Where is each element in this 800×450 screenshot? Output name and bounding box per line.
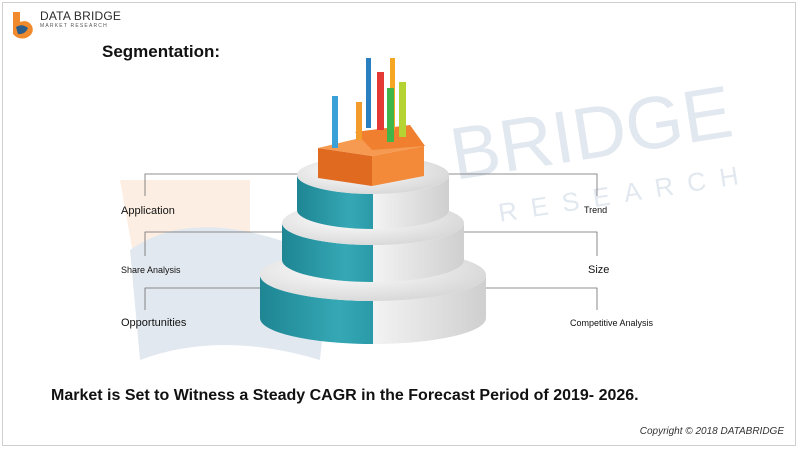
segment-label-trend: Trend: [584, 205, 608, 215]
page-title: Segmentation:: [102, 42, 221, 61]
segment-label-application: Application: [121, 205, 175, 217]
segment-label-share-analysis: Share Analysis: [121, 265, 181, 275]
data-bridge-logo-icon: [13, 12, 33, 39]
segment-label-opportunities: Opportunities: [121, 317, 187, 329]
segment-label-competitive-analysis: Competitive Analysis: [570, 318, 654, 328]
connector-application: [144, 173, 300, 196]
copyright: Copyright © 2018 DATABRIDGE: [639, 426, 784, 437]
logo-name: DATA BRIDGE: [40, 9, 122, 23]
slide-border: [2, 2, 796, 446]
bar-chart-block-icon: [318, 58, 425, 186]
connector-lines: [144, 173, 598, 310]
headline: Market is Set to Witness a Steady CAGR i…: [51, 387, 639, 404]
connector-size: [460, 231, 598, 256]
watermark-mark: [120, 180, 250, 350]
connector-competitive: [472, 287, 598, 310]
logo-tagline: MARKET RESEARCH: [40, 23, 108, 29]
connector-opportunities: [144, 287, 270, 310]
segment-label-size: Size: [588, 264, 610, 276]
logo: DATA BRIDGE MARKET RESEARCH: [10, 10, 121, 40]
connector-share-analysis: [144, 231, 285, 256]
connector-trend: [440, 173, 598, 196]
